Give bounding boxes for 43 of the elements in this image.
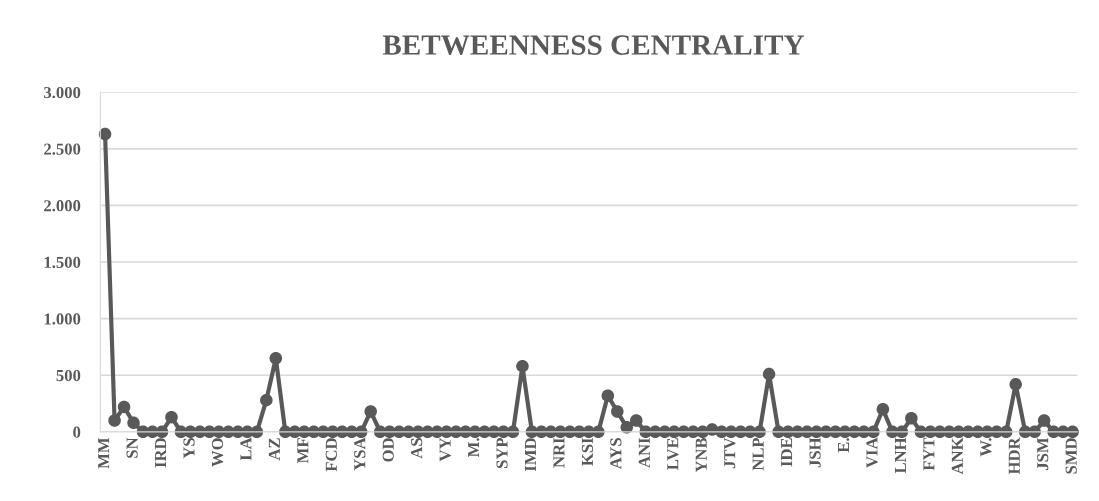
x-tick-label: W. bbox=[980, 438, 992, 457]
x-tick-label: NLP bbox=[752, 437, 764, 471]
x-tick-label: OD bbox=[382, 438, 394, 462]
x-tick-label: YS bbox=[183, 438, 195, 459]
y-tick-label: 0 bbox=[73, 426, 81, 438]
y-tick-label: 1.500 bbox=[44, 256, 81, 269]
x-tick-label: YSA bbox=[354, 437, 366, 471]
x-tick-label: MF bbox=[297, 438, 309, 464]
x-tick-label: IMD bbox=[525, 438, 536, 472]
x-tick-label: AYS bbox=[610, 438, 622, 470]
y-tick-label: 1.000 bbox=[44, 313, 81, 325]
x-tick-label: VIA bbox=[866, 437, 878, 468]
x-tick-label: FYT bbox=[923, 437, 935, 471]
x-tick-label: AZ bbox=[268, 438, 280, 461]
x-tick-label: YNB bbox=[695, 437, 707, 473]
y-tick-label: 500 bbox=[56, 369, 81, 382]
x-tick-label: LVE bbox=[667, 438, 679, 470]
x-tick-label: SYP bbox=[496, 437, 508, 469]
x-tick-label: AS bbox=[411, 438, 423, 459]
x-tick-label: MM bbox=[98, 437, 110, 469]
x-tick-label: SN bbox=[126, 437, 138, 458]
x-tick-label: LNH bbox=[894, 437, 906, 474]
x-tick-label: JSM bbox=[1037, 437, 1049, 471]
y-tick-label: 3.000 bbox=[44, 86, 81, 99]
x-tick-label: IRD bbox=[155, 438, 167, 468]
x-tick-label: IDE bbox=[781, 438, 793, 467]
y-tick-label: 2.500 bbox=[44, 143, 81, 155]
x-tick-label: HDR bbox=[1008, 437, 1020, 475]
y-tick-label: 2.000 bbox=[44, 200, 81, 212]
x-tick-label: JSH bbox=[809, 437, 821, 468]
x-tick-label: E. bbox=[838, 438, 850, 453]
x-tick-label: NRI bbox=[553, 437, 565, 468]
chart-title: BETWEENNESS CENTRALITY bbox=[382, 35, 805, 56]
x-tick-label: FCD bbox=[325, 438, 337, 472]
x-tick-label: LA bbox=[240, 437, 252, 461]
x-tick-label: ANK bbox=[951, 437, 963, 475]
x-tick-label: SMD bbox=[1065, 438, 1077, 474]
x-tick-label: VY bbox=[439, 437, 451, 462]
x-tick-label: M. bbox=[468, 438, 480, 458]
x-tick-label: KSI bbox=[581, 437, 594, 466]
x-tick-label: WO bbox=[211, 438, 224, 467]
x-tick-label: JTV bbox=[724, 437, 736, 469]
x-tick-label: ANI bbox=[638, 437, 650, 468]
